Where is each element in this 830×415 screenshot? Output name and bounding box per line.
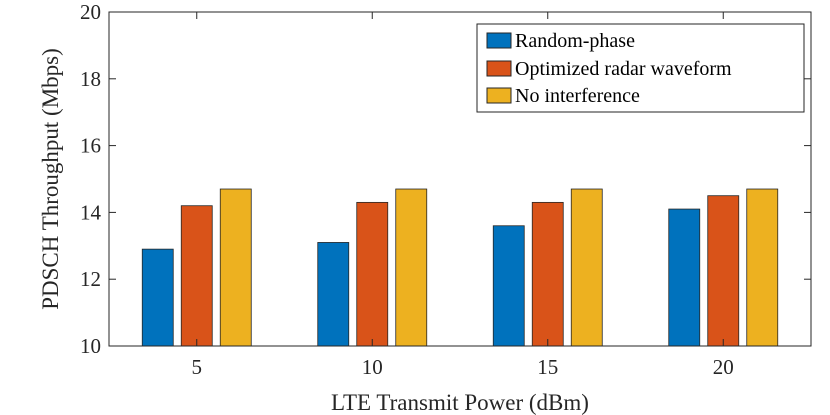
bar-no-interference-15 <box>570 188 603 347</box>
x-tick-label: 15 <box>537 355 558 379</box>
legend-swatch-optimized-radar-waveform <box>486 60 512 77</box>
bars-group <box>141 188 779 347</box>
bar-optimized-radar-waveform-10 <box>356 201 389 347</box>
x-axis-title: LTE Transmit Power (dBm) <box>331 390 589 415</box>
x-tick-label: 20 <box>713 355 734 379</box>
bar-optimized-radar-waveform-5 <box>180 205 213 347</box>
y-tick-label: 12 <box>80 267 101 291</box>
bar-random-phase-5 <box>141 248 174 347</box>
legend-label-random-phase: Random-phase <box>515 30 635 52</box>
legend-label-optimized-radar-waveform: Optimized radar waveform <box>515 58 732 80</box>
legend-swatch-no-interference <box>486 87 512 104</box>
y-tick-label: 18 <box>80 67 101 91</box>
bar-random-phase-10 <box>317 242 350 347</box>
y-axis-title: PDSCH Throughput (Mbps) <box>38 48 63 310</box>
legend-box <box>476 23 805 113</box>
bar-no-interference-20 <box>746 188 779 347</box>
y-axis-ticks: 10 12 14 16 18 20 <box>80 0 811 358</box>
bar-random-phase-15 <box>492 225 525 347</box>
x-tick-label: 10 <box>362 355 383 379</box>
legend-swatch-random-phase <box>486 32 512 49</box>
y-tick-label: 20 <box>80 0 101 24</box>
y-tick-label: 16 <box>80 134 101 158</box>
legend: Random-phase Optimized radar waveform No… <box>476 23 805 113</box>
y-tick-label: 10 <box>80 334 101 358</box>
x-tick-label: 5 <box>192 355 203 379</box>
bar-optimized-radar-waveform-20 <box>707 195 740 347</box>
bar-no-interference-5 <box>219 188 252 347</box>
y-tick-label: 14 <box>80 200 102 224</box>
plot-frame <box>108 11 812 347</box>
x-axis-ticks: 5 10 15 20 <box>192 12 734 379</box>
bar-no-interference-10 <box>395 188 428 347</box>
legend-label-no-interference: No interference <box>515 85 640 107</box>
bar-optimized-radar-waveform-15 <box>531 201 564 347</box>
bar-random-phase-20 <box>668 208 701 347</box>
